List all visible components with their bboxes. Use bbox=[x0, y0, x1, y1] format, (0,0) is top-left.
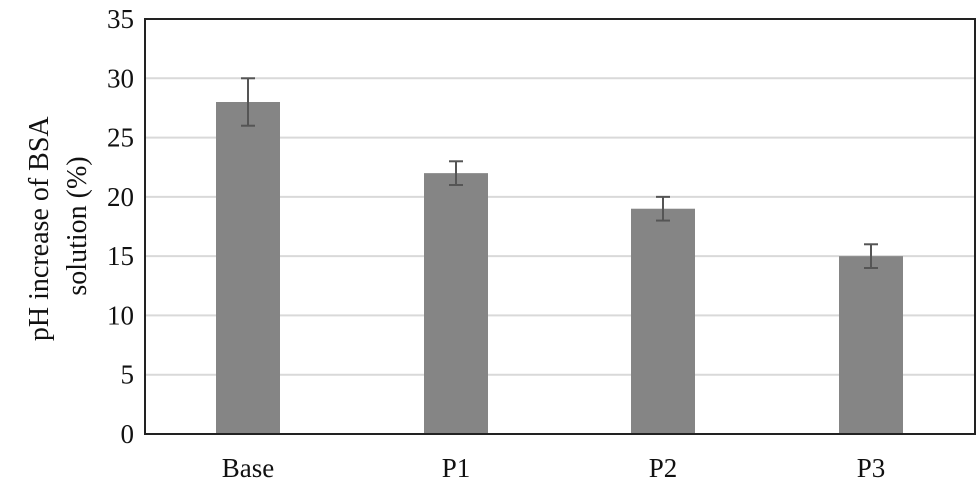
y-axis-ticks: 0 5 10 15 20 25 30 35 bbox=[107, 4, 134, 449]
bar-base bbox=[216, 102, 280, 434]
bars bbox=[216, 102, 903, 434]
bar-p1 bbox=[424, 173, 488, 434]
y-tick-label: 10 bbox=[107, 300, 134, 330]
bar-p3 bbox=[839, 256, 903, 434]
y-tick-label: 25 bbox=[107, 123, 134, 153]
y-tick-label: 20 bbox=[107, 182, 134, 212]
y-tick-label: 0 bbox=[121, 419, 135, 449]
y-tick-label: 30 bbox=[107, 63, 134, 93]
error-bars bbox=[241, 77, 878, 269]
y-axis-label: pH increase of BSA solution (%) bbox=[24, 111, 93, 341]
y-tick-label: 5 bbox=[121, 360, 135, 390]
x-category-label: P3 bbox=[857, 453, 886, 483]
bar-p2 bbox=[631, 208, 695, 434]
x-category-label: P2 bbox=[649, 453, 678, 483]
y-tick-label: 15 bbox=[107, 241, 134, 271]
gridlines bbox=[145, 77, 975, 376]
x-category-label: P1 bbox=[442, 453, 471, 483]
y-tick-label: 35 bbox=[107, 4, 134, 34]
plot-frame bbox=[144, 18, 976, 435]
x-axis-categories: Base P1 P2 P3 bbox=[222, 453, 886, 483]
x-category-label: Base bbox=[222, 453, 275, 483]
